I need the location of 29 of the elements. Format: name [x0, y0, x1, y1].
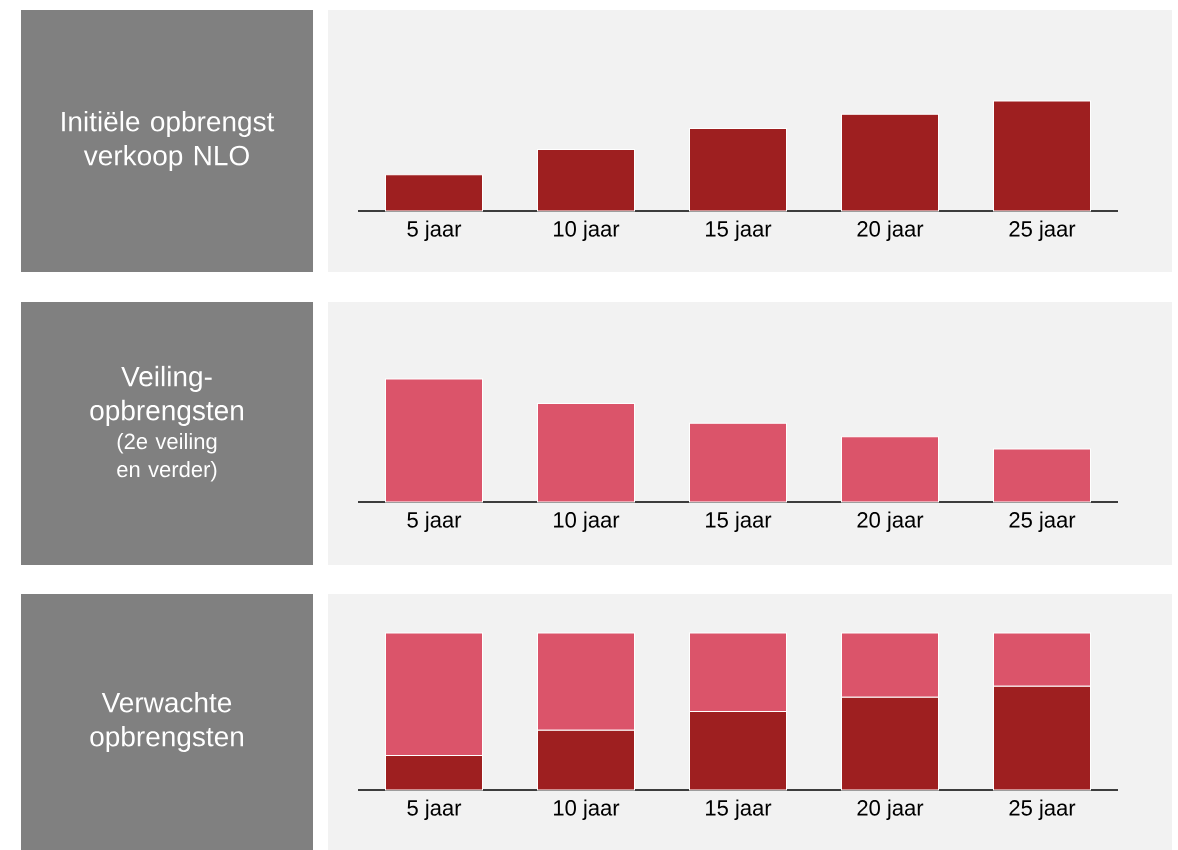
bar [841, 436, 939, 503]
bar [385, 378, 484, 503]
bar [385, 174, 484, 212]
x-tick-label: 10 jaar [554, 220, 620, 242]
text: Initiële opbrengst verkoop NLO [62, 110, 275, 172]
bar [841, 113, 939, 212]
chart-title: Veiling-opbrengsten [90, 365, 243, 426]
x-tick-label: 15 jaar [706, 220, 772, 242]
x-tick-label: 20 jaar [857, 799, 924, 821]
x-tick-label: 10 jaar [554, 511, 620, 533]
bar [537, 148, 636, 212]
x-tick-label: 5 jaar [407, 511, 462, 533]
bar [993, 448, 1091, 503]
bar [689, 127, 788, 212]
x-tick-label: 25 jaar [1009, 511, 1076, 533]
bar [689, 422, 788, 503]
x-tick-label: 10 jaar [554, 799, 620, 821]
x-tick-label: 20 jaar [857, 220, 924, 242]
bar [993, 100, 1091, 212]
x-tick-label: 5 jaar [407, 799, 462, 821]
x-tick-label: 15 jaar [706, 799, 772, 821]
x-tick-label: 15 jaar [706, 511, 772, 533]
text: (2e veiling en verder) [117, 433, 217, 482]
text: Verwachte opbrengsten [90, 691, 243, 753]
x-tick-label: 20 jaar [857, 511, 924, 533]
x-tick-label: 25 jaar [1009, 220, 1076, 242]
x-tick-label: 25 jaar [1009, 799, 1076, 821]
x-tick-label: 5 jaar [407, 220, 462, 242]
bar [537, 403, 636, 503]
